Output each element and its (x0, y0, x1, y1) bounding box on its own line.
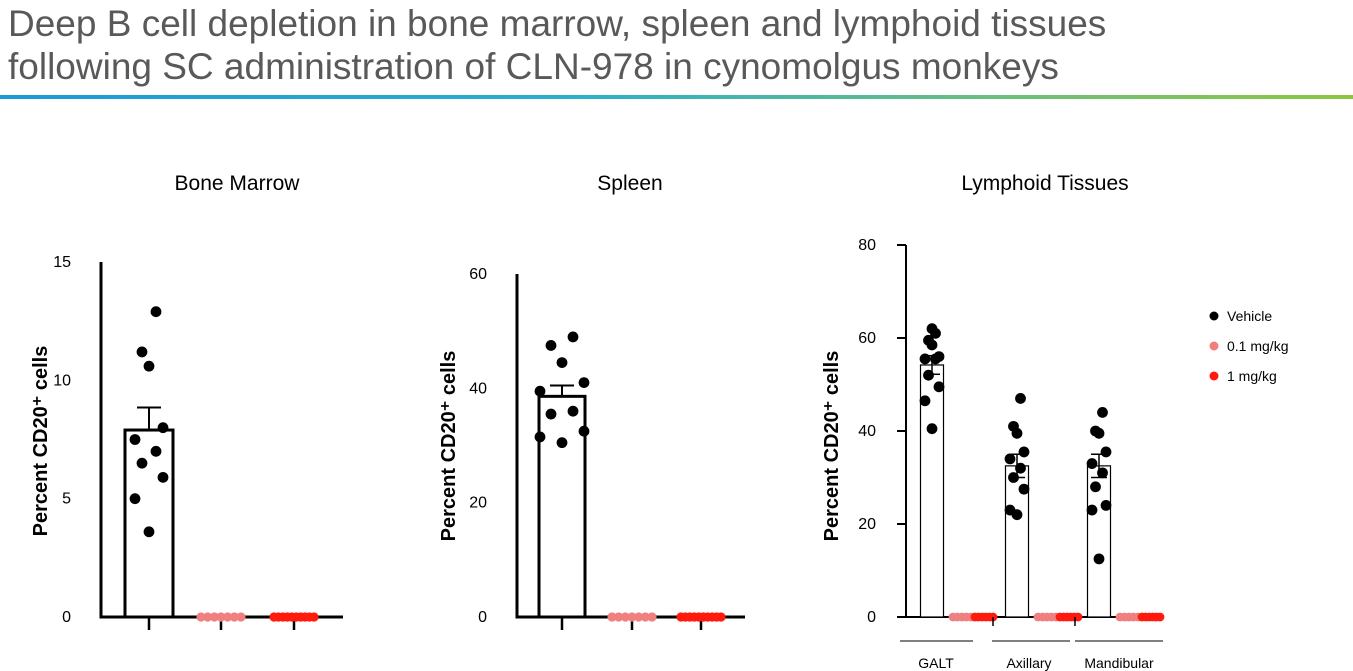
data-point (223, 612, 233, 622)
y-tick-label: 15 (53, 254, 71, 271)
chart-2: Lymphoid Tissues Percent CD20⁺ cells 0 20 40… (821, 172, 1165, 671)
chart-1: Spleen Percent CD20⁺ cells 0 20 40 60 (438, 172, 745, 630)
data-point (716, 612, 726, 622)
y-axis-label: Percent CD20⁺ cells (30, 346, 52, 537)
data-point (1015, 462, 1026, 474)
data-point (157, 422, 169, 434)
y-tick-label: 0 (867, 609, 876, 626)
y-tick-label: 60 (469, 266, 487, 283)
data-point (1090, 481, 1101, 493)
data-point (933, 351, 945, 362)
data-point (1086, 458, 1098, 469)
data-point (1008, 472, 1019, 483)
x-category-label: Axillary (1006, 655, 1051, 671)
chart-title: Lymphoid Tissues (961, 172, 1128, 195)
data-point (1018, 446, 1030, 458)
y-tick-label: 60 (858, 330, 876, 347)
data-point (136, 346, 148, 358)
data-point (534, 385, 546, 397)
data-point (1008, 420, 1019, 432)
y-tick-label: 0 (478, 609, 487, 626)
y-axis-label: Percent CD20⁺ cells (821, 351, 843, 542)
slide-title: Deep B cell depletion in bone marrow, sp… (8, 2, 1308, 88)
legend-label: 1 mg/kg (1227, 368, 1277, 384)
chart-title: Bone Marrow (175, 172, 301, 195)
y-tick-label: 10 (53, 372, 71, 389)
data-point (229, 612, 239, 622)
data-point (933, 381, 945, 393)
data-point (1097, 467, 1108, 479)
data-point (545, 340, 557, 351)
data-point (150, 445, 162, 457)
bar (537, 394, 587, 619)
data-point (567, 331, 579, 343)
y-tick-label: 0 (62, 609, 71, 626)
legend-label: 0.1 mg/kg (1227, 338, 1288, 354)
y-tick-label: 5 (62, 491, 71, 508)
y-tick-label: 40 (858, 423, 876, 440)
y-tick-label: 20 (469, 495, 487, 512)
title-line-2: following SC administration of CLN-978 i… (8, 46, 1059, 87)
data-point (926, 423, 938, 435)
legend: Vehicle 0.1 mg/kg 1 mg/kg (1209, 308, 1288, 384)
data-point (1086, 504, 1098, 516)
y-axis-label: Percent CD20⁺ cells (438, 351, 460, 542)
data-point (1093, 553, 1105, 565)
data-point (1100, 500, 1112, 511)
data-point (143, 360, 155, 372)
data-point (578, 425, 590, 437)
data-point (129, 493, 141, 505)
data-point (578, 377, 590, 389)
data-point (196, 612, 206, 622)
data-point (647, 612, 657, 622)
chart-0: Bone Marrow Percent CD20⁺ cells 0 5 10 15 (30, 172, 343, 630)
data-point (143, 526, 155, 538)
data-point (919, 395, 931, 407)
data-point (216, 612, 226, 622)
data-point (209, 612, 219, 622)
data-point (567, 405, 579, 417)
y-tick-label: 40 (469, 380, 487, 397)
legend-marker (1209, 311, 1219, 321)
y-tick-label: 80 (858, 237, 876, 254)
data-point (545, 408, 557, 420)
x-category-label: Mandibular (1084, 655, 1154, 671)
data-point (129, 434, 141, 445)
title-underline (0, 95, 1353, 99)
data-point (1073, 612, 1083, 622)
data-point (556, 357, 568, 369)
data-point (1090, 425, 1101, 437)
legend-marker (1209, 341, 1219, 351)
data-point (136, 457, 148, 469)
y-tick-label: 20 (858, 516, 876, 533)
data-point (236, 612, 246, 622)
data-point (1018, 483, 1030, 495)
data-point (203, 612, 213, 622)
data-point (556, 437, 568, 449)
title-line-1: Deep B cell depletion in bone marrow, sp… (8, 3, 1107, 44)
data-point (1015, 393, 1026, 404)
data-point (309, 612, 319, 622)
data-point (1097, 407, 1108, 418)
x-category-label: GALT (918, 655, 954, 671)
data-point (1100, 446, 1112, 458)
data-point (923, 369, 934, 381)
bar (123, 428, 175, 619)
data-point (919, 353, 931, 365)
data-point (157, 471, 169, 483)
data-point (923, 334, 934, 346)
data-point (534, 431, 546, 443)
legend-label: Vehicle (1227, 308, 1272, 324)
data-point (1004, 504, 1016, 516)
data-point (1004, 453, 1016, 465)
legend-marker (1209, 371, 1219, 381)
chart-title: Spleen (597, 172, 662, 195)
data-point (150, 306, 162, 318)
data-point (1155, 612, 1165, 622)
data-point (926, 323, 938, 335)
